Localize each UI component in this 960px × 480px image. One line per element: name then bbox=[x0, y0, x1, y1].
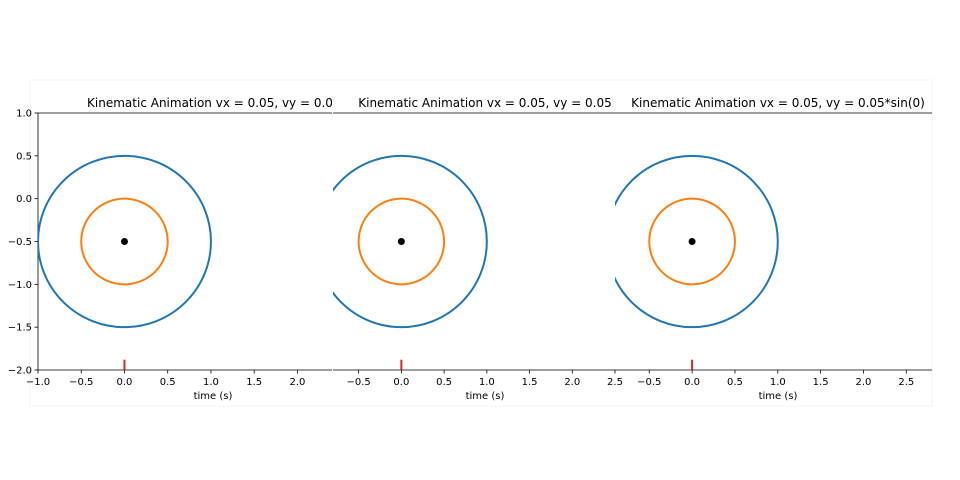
panel-3: Kinematic Animation vx = 0.05, vy = 0.05… bbox=[615, 96, 932, 402]
outer-circle bbox=[333, 154, 488, 329]
plot-area bbox=[38, 154, 212, 370]
y-tick-label: −2.0 bbox=[8, 366, 32, 377]
x-tick-label: −0.5 bbox=[69, 377, 93, 388]
outer-circle bbox=[38, 154, 212, 329]
panel-1: Kinematic Animation vx = 0.05, vy = 0.0 −… bbox=[8, 96, 333, 402]
center-point bbox=[397, 238, 405, 245]
plot-area bbox=[615, 154, 779, 370]
x-tick-label: 2.5 bbox=[607, 377, 623, 388]
x-tick-label: 0.0 bbox=[117, 377, 133, 388]
x-tick-label: 2.0 bbox=[856, 377, 872, 388]
inner-circle bbox=[80, 197, 169, 286]
y-tick-label: 0.0 bbox=[16, 194, 32, 205]
panel-2: Kinematic Animation vx = 0.05, vy = 0.05… bbox=[333, 96, 623, 402]
x-tick-label: 0.5 bbox=[160, 377, 176, 388]
x-tick-label: −0.5 bbox=[346, 377, 370, 388]
outer-circle bbox=[615, 154, 779, 329]
x-tick-label: 1.5 bbox=[813, 377, 829, 388]
x-axis-label: time (s) bbox=[466, 391, 505, 402]
figure-frame bbox=[29, 79, 933, 407]
y-tick-label: −1.5 bbox=[8, 323, 32, 334]
x-tick-label: 1.5 bbox=[522, 377, 538, 388]
x-tick-label: 0.5 bbox=[727, 377, 743, 388]
x-tick-label: 1.5 bbox=[246, 377, 262, 388]
x-tick-label: 0.0 bbox=[684, 377, 700, 388]
inner-circle bbox=[648, 197, 736, 286]
x-axis-label: time (s) bbox=[194, 391, 233, 402]
x-tick-label: −1.0 bbox=[26, 377, 50, 388]
x-axis-label: time (s) bbox=[759, 391, 798, 402]
y-tick-label: 0.5 bbox=[16, 151, 32, 162]
x-tick-label: 2.5 bbox=[898, 377, 914, 388]
chart-title: Kinematic Animation vx = 0.05, vy = 0.05 bbox=[358, 96, 612, 110]
x-tick-label: 1.0 bbox=[479, 377, 495, 388]
center-point bbox=[120, 238, 128, 245]
plot-area bbox=[333, 154, 488, 370]
inner-circle bbox=[357, 197, 446, 286]
chart-title: Kinematic Animation vx = 0.05, vy = 0.05… bbox=[631, 96, 925, 110]
x-tick-label: −0.5 bbox=[637, 377, 661, 388]
x-tick-label: 1.0 bbox=[203, 377, 219, 388]
center-point bbox=[688, 238, 696, 245]
x-tick-label: 0.0 bbox=[393, 377, 409, 388]
x-tick-label: 2.0 bbox=[289, 377, 305, 388]
x-tick-label: 2.0 bbox=[564, 377, 580, 388]
y-tick-label: −0.5 bbox=[8, 237, 32, 248]
x-tick-label: 0.5 bbox=[436, 377, 452, 388]
y-tick-label: −1.0 bbox=[8, 280, 32, 291]
x-tick-label: 1.0 bbox=[770, 377, 786, 388]
y-tick-label: 1.0 bbox=[16, 109, 32, 120]
chart-title: Kinematic Animation vx = 0.05, vy = 0.0 bbox=[87, 96, 333, 110]
